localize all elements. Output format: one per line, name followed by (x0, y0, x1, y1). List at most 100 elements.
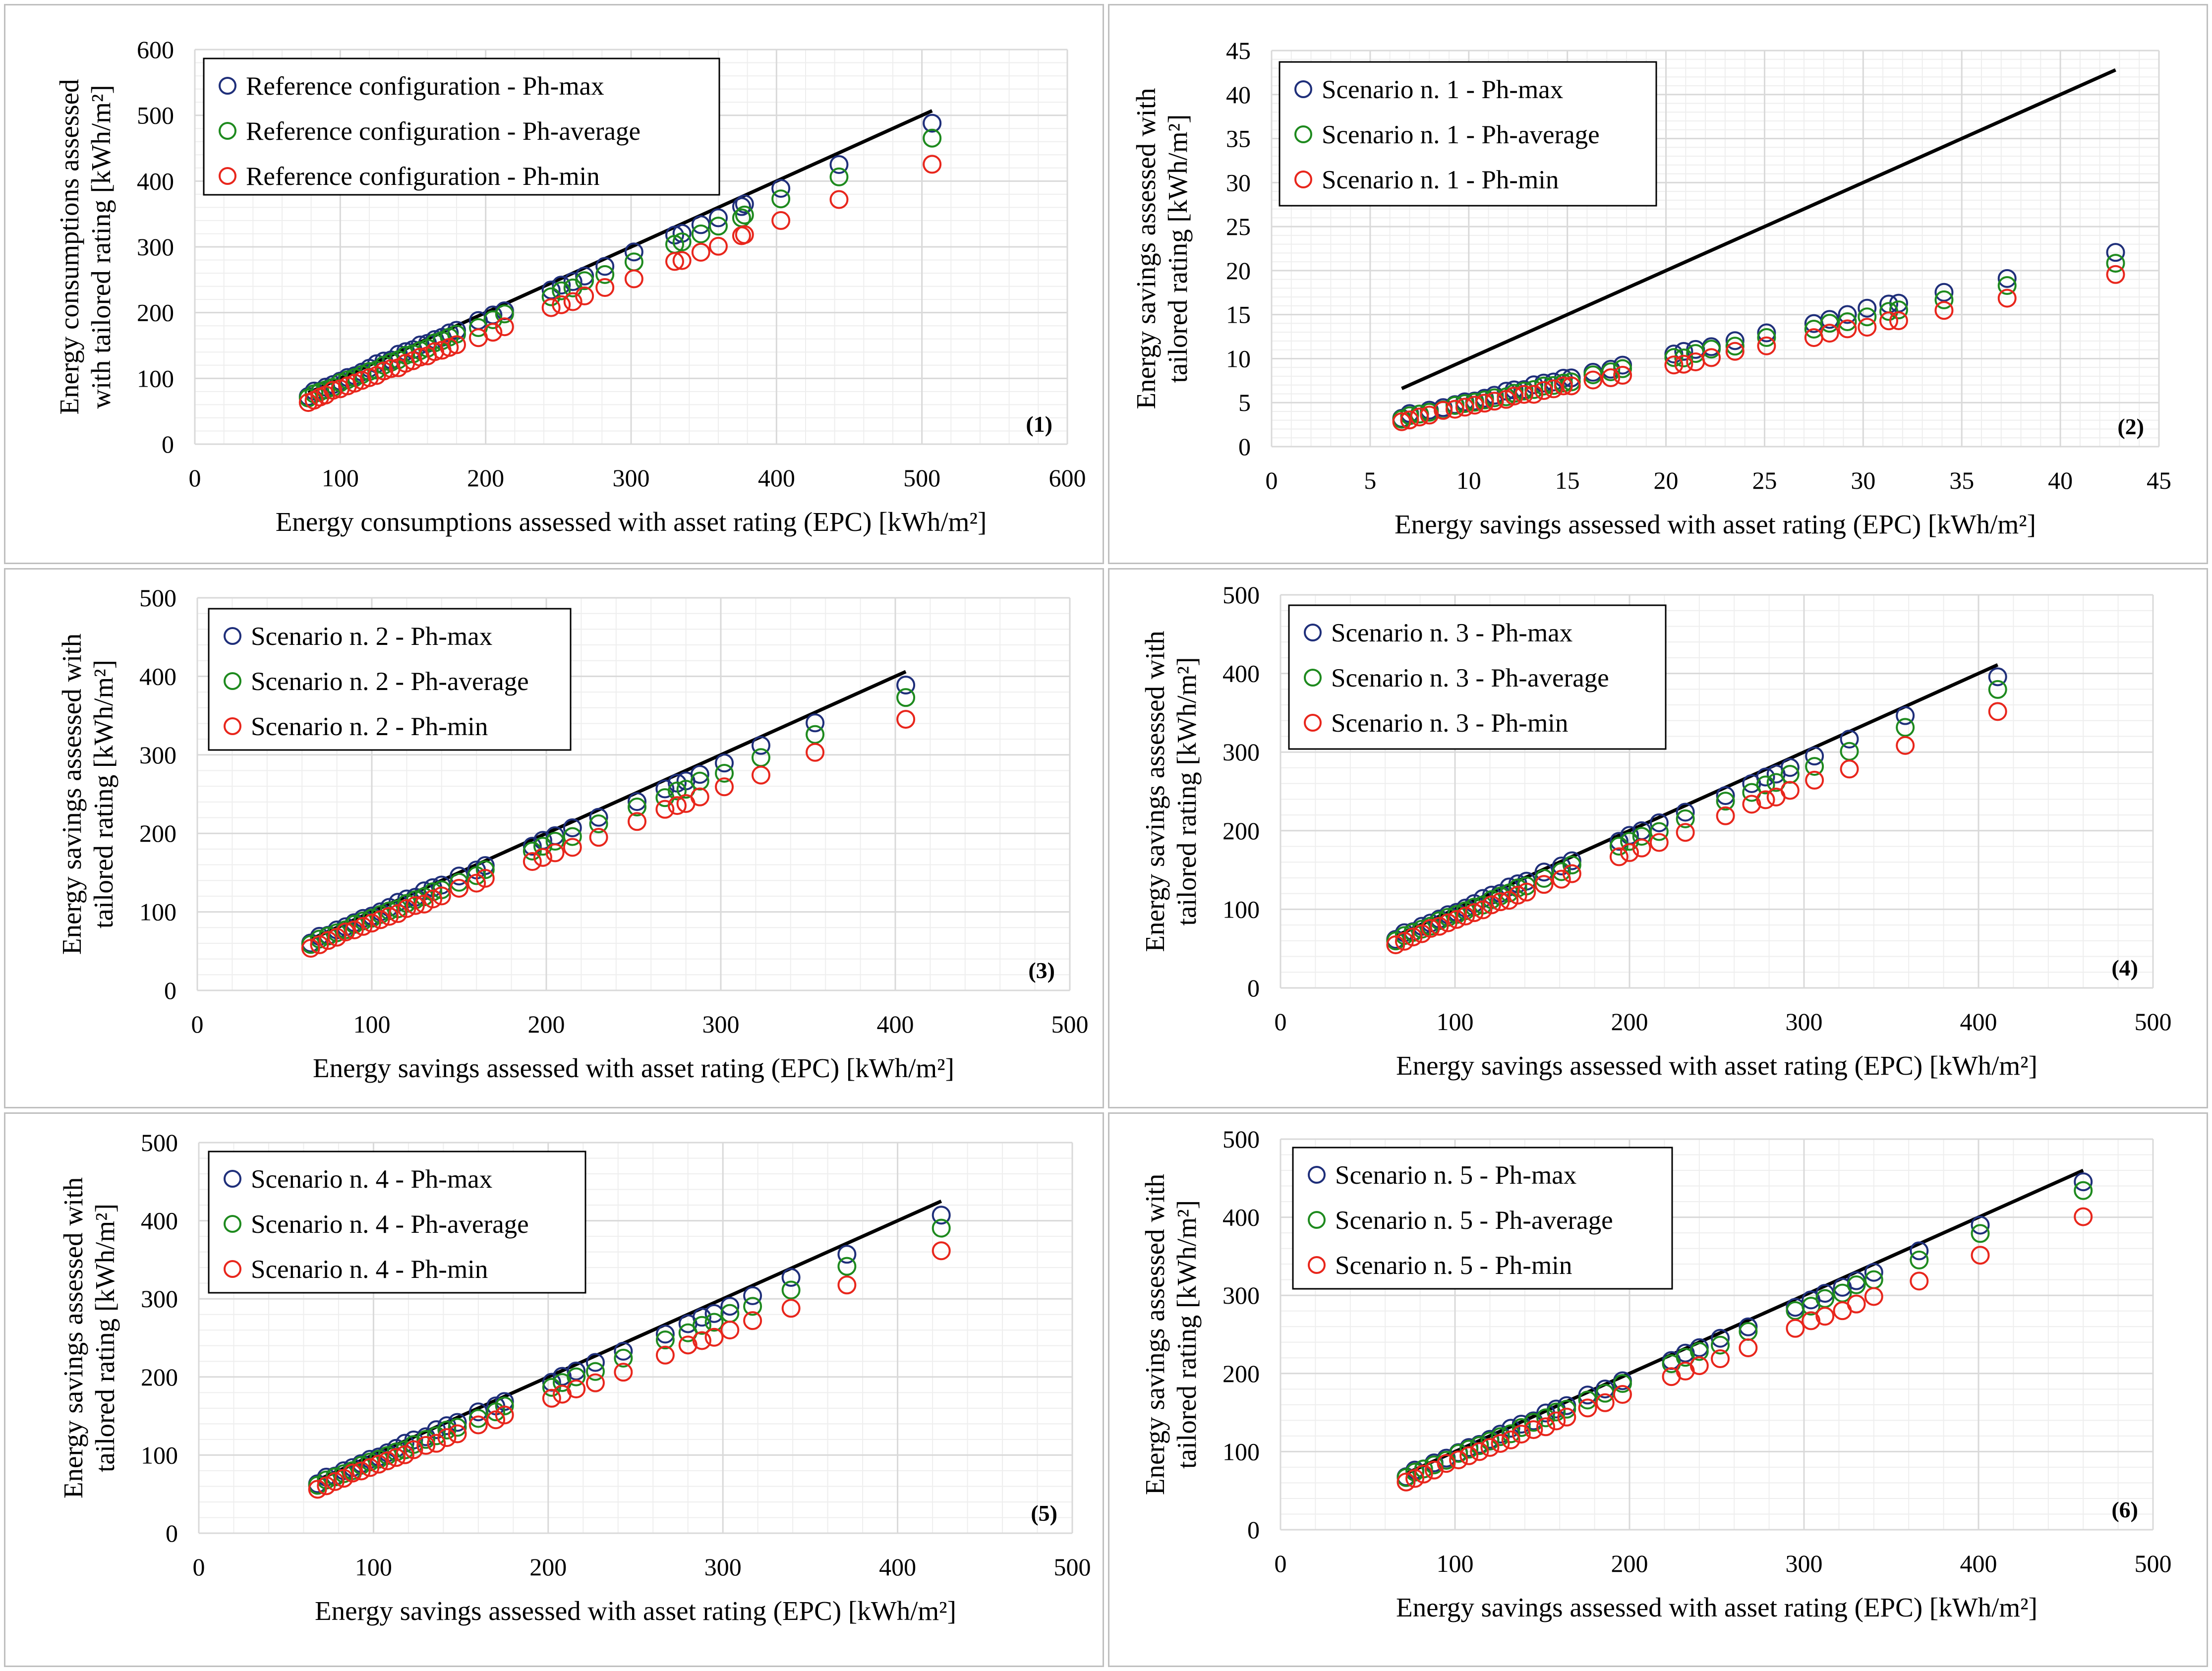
data-point (1424, 1455, 1444, 1475)
data-point (1547, 1402, 1566, 1422)
y-tick-label: 500 (139, 584, 176, 612)
x-tick-label: 15 (1555, 466, 1580, 494)
data-point (1910, 1241, 1929, 1261)
y-tick-label: 200 (137, 299, 174, 327)
data-point (1524, 380, 1544, 399)
data-point (575, 287, 594, 306)
x-tick-label: 300 (613, 464, 650, 492)
x-axis-label: Energy savings assessed with asset ratin… (1395, 509, 2036, 539)
x-tick-label: 100 (1437, 1550, 1474, 1577)
data-point (923, 114, 942, 133)
data-point (1613, 366, 1632, 385)
data-point (447, 335, 466, 354)
y-tick-label: 600 (137, 36, 174, 63)
data-point (380, 907, 399, 926)
data-point (1455, 398, 1474, 417)
data-point (1501, 1430, 1520, 1449)
y-tick-label: 400 (139, 662, 176, 690)
x-tick-label: 0 (191, 1010, 204, 1038)
data-point (404, 1440, 423, 1459)
data-point (575, 266, 594, 286)
data-point (1879, 311, 1899, 331)
x-tick-label: 0 (1266, 466, 1278, 494)
data-point (1838, 305, 1857, 324)
data-point (1405, 1469, 1425, 1488)
legend-entry: Reference configuration - Ph-max (246, 72, 604, 101)
y-tick-label: 300 (1222, 1281, 1260, 1309)
data-point (628, 792, 647, 811)
data-point (1676, 823, 1695, 842)
data-point (1757, 336, 1776, 355)
data-point (1482, 895, 1501, 915)
y-tick-label: 0 (162, 430, 174, 458)
data-point (896, 688, 916, 707)
x-tick-label: 400 (877, 1010, 914, 1038)
data-point (1613, 359, 1632, 378)
data-point (317, 1476, 336, 1496)
data-point (1674, 354, 1693, 374)
data-point (1716, 786, 1735, 806)
data-point (614, 1341, 633, 1361)
data-point (325, 1472, 345, 1491)
data-point (781, 1268, 801, 1287)
data-point (1889, 300, 1908, 320)
data-point (1595, 1383, 1615, 1403)
y-tick-label: 500 (141, 1129, 178, 1156)
data-point (1702, 348, 1721, 367)
data-point (678, 1335, 698, 1355)
data-point (751, 765, 770, 785)
data-point (1676, 809, 1695, 828)
data-point (1480, 1438, 1500, 1457)
reference-line (1401, 68, 2116, 391)
data-point (541, 298, 561, 317)
data-point (495, 1405, 514, 1425)
x-tick-label: 200 (467, 464, 504, 492)
data-point (1480, 1432, 1500, 1451)
data-point (523, 852, 542, 871)
legend: Scenario n. 5 - Ph-max Scenario n. 5 - Ph… (1292, 1147, 1673, 1290)
data-point (1858, 318, 1877, 337)
data-point (1517, 882, 1536, 902)
data-point (1988, 702, 2007, 721)
data-point (709, 208, 728, 228)
data-point (1689, 1356, 1709, 1376)
data-point (1847, 1271, 1866, 1290)
y-tick-label: 100 (1222, 1438, 1260, 1465)
x-tick-label: 0 (189, 464, 201, 492)
data-point (1934, 290, 1954, 309)
data-point (437, 1420, 457, 1440)
x-tick-label: 500 (2135, 1550, 2172, 1577)
data-point (1780, 758, 1800, 777)
data-point (1896, 706, 1915, 725)
x-tick-label: 400 (1960, 1550, 1997, 1577)
data-point (1757, 323, 1776, 343)
data-point (1838, 312, 1857, 332)
chart-panel-1: 0 100 200 300 400 500 600 0 100 200 300 400 500 600 Re… (4, 4, 1104, 564)
data-point (437, 1428, 457, 1447)
y-axis-label: Energy consumptions assessedwith tailore… (54, 79, 116, 414)
x-axis-label: Energy savings assessed with asset ratin… (1396, 1050, 2037, 1081)
data-point (1910, 1271, 1929, 1291)
data-point (387, 1448, 406, 1467)
data-point (595, 257, 615, 276)
data-point (1674, 342, 1693, 361)
data-point (345, 920, 364, 939)
data-point (552, 295, 571, 314)
reference-line (1405, 1168, 2084, 1475)
data-point (397, 899, 416, 918)
data-point (1609, 837, 1629, 856)
legend-entry: Scenario n. 2 - Ph-min (251, 712, 488, 741)
data-point (567, 1367, 586, 1386)
y-axis-label: Energy savings assessed withtailored rat… (1140, 1174, 1202, 1495)
legend-entry: Scenario n. 1 - Ph-average (1322, 120, 1600, 149)
chart-panel-5: 0 100 200 300 400 500 0 100 200 300 400 500 Scenario… (4, 1112, 1104, 1667)
data-point (1501, 1424, 1520, 1443)
data-point (709, 236, 728, 256)
y-tick-label: 300 (141, 1285, 178, 1313)
data-point (2106, 243, 2125, 262)
data-point (1971, 1224, 1990, 1243)
chart-p6: 0 100 200 300 400 500 0 100 200 300 400 500 Scenario… (1140, 1125, 2172, 1622)
y-tick-label: 0 (1247, 1516, 1260, 1544)
data-point (1449, 1444, 1468, 1463)
legend-entry: Scenario n. 5 - Ph-max (1335, 1161, 1576, 1190)
